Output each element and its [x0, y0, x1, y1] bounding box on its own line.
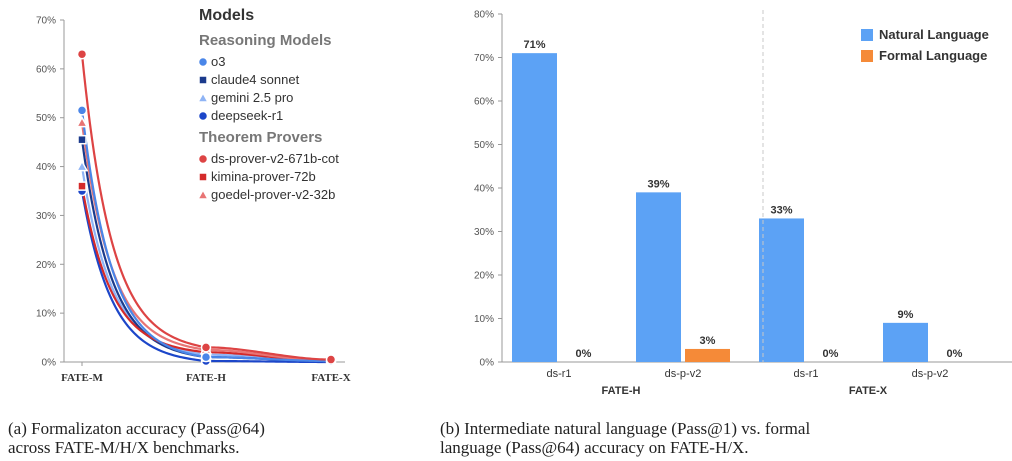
series-line-o3 [80, 109, 332, 363]
bar-value-label: 71% [523, 39, 545, 51]
legend-marker [198, 75, 208, 85]
bar-value-label: 33% [770, 204, 792, 216]
caption-b: (b) Intermediate natural language (Pass@… [440, 419, 1012, 457]
x-category-label: ds-r1 [546, 368, 571, 380]
bar-value-label: 3% [700, 335, 716, 347]
x-category-label: ds-r1 [793, 368, 818, 380]
y-tick-label: 30% [474, 227, 494, 238]
bar-formal-language [685, 348, 730, 362]
y-tick-label: 70% [474, 53, 494, 64]
legend-item-label: claude4 sonnet [211, 72, 300, 87]
bar-chart-nl-vs-fl-accuracy: 0% 10% 20% 30% 40% 50% 60% 70% 80% 71% 0% ds-r1 39% 3… [474, 10, 1012, 397]
data-point-ds-prover-v2-671b-cot [76, 48, 88, 60]
data-point-o3 [200, 351, 212, 363]
y-tick-label: 60% [36, 64, 56, 75]
y-tick-label: 70% [36, 16, 56, 27]
caption-b-line1: (b) Intermediate natural language (Pass@… [440, 419, 811, 438]
bar-value-label: 39% [647, 178, 669, 190]
x-tick-label: FATE-M [61, 372, 103, 384]
bar-value-label: 0% [823, 348, 839, 360]
legend-marker [198, 172, 208, 182]
data-point-ds-prover-v2-671b-cot [325, 354, 337, 365]
bar-value-label: 9% [898, 309, 914, 321]
legend-item-label: kimina-prover-72b [211, 169, 316, 184]
data-point-claude4-sonnet [77, 134, 87, 145]
series-line-deepseek-r1 [80, 189, 332, 364]
legend-swatch [861, 29, 873, 41]
y-tick-label: 10% [474, 314, 494, 325]
y-tick-label: 0% [42, 358, 57, 369]
bar-natural-language [759, 218, 804, 362]
caption-b-line2: language (Pass@64) accuracy on FATE-H/X. [440, 438, 749, 457]
legend-item-label: goedel-prover-v2-32b [211, 187, 335, 202]
y-tick-label: 40% [474, 184, 494, 195]
legend-marker [196, 188, 210, 200]
data-point-o3 [76, 105, 88, 116]
legend-marker [196, 91, 210, 103]
x-category-label: ds-p-v2 [665, 368, 702, 380]
y-tick-label: 30% [36, 211, 56, 222]
y-tick-label: 40% [36, 162, 56, 173]
legend-swatch [861, 50, 873, 62]
legend-marker [197, 153, 209, 165]
y-tick-label: 80% [474, 10, 494, 21]
legend-item-label: ds-prover-v2-671b-cot [211, 151, 339, 166]
series-line-kimina-prover-72b [80, 185, 332, 363]
data-point-kimina-prover-72b [77, 181, 87, 191]
legend-marker [197, 56, 209, 68]
x-tick-label: FATE-H [186, 372, 226, 384]
legend-item-label: gemini 2.5 pro [211, 90, 293, 105]
bar-natural-language [883, 322, 928, 362]
x-group-label: FATE-X [849, 385, 888, 397]
legend-title: Models [199, 7, 254, 24]
data-point-goedel-prover-v2-32b [75, 116, 89, 128]
legend-group-title: Theorem Provers [199, 129, 322, 146]
line-chart-formalization-accuracy: 0% 10% 20% 30% 40% 50% 60% 70% FATE-M FATE-H FATE-… [36, 7, 351, 384]
legend-marker [197, 110, 209, 122]
data-point-gemini-2-5-pro [75, 160, 89, 172]
x-category-label: ds-p-v2 [912, 368, 949, 380]
y-tick-label: 10% [36, 309, 56, 320]
caption-a-line1: (a) Formalizaton accuracy (Pass@64) [8, 419, 265, 438]
y-tick-label: 20% [474, 271, 494, 282]
legend-item-label: Formal Language [879, 48, 987, 63]
x-group-label: FATE-H [602, 385, 641, 397]
bar-natural-language [512, 53, 557, 363]
data-point-ds-prover-v2-671b-cot [200, 342, 212, 353]
x-tick-label: FATE-X [311, 372, 350, 384]
legend-item-label: deepseek-r1 [211, 108, 283, 123]
y-tick-label: 50% [36, 113, 56, 124]
bar-natural-language [636, 192, 681, 362]
caption-a-line2: across FATE-M/H/X benchmarks. [8, 438, 240, 457]
caption-a: (a) Formalizaton accuracy (Pass@64) acro… [8, 419, 398, 457]
legend-item-label: Natural Language [879, 27, 989, 42]
y-tick-label: 0% [480, 358, 495, 369]
y-tick-label: 60% [474, 97, 494, 108]
y-tick-label: 50% [474, 140, 494, 151]
legend-group-title: Reasoning Models [199, 32, 332, 49]
bar-value-label: 0% [947, 348, 963, 360]
legend-item-label: o3 [211, 54, 225, 69]
y-tick-label: 20% [36, 260, 56, 271]
bar-value-label: 0% [576, 348, 592, 360]
